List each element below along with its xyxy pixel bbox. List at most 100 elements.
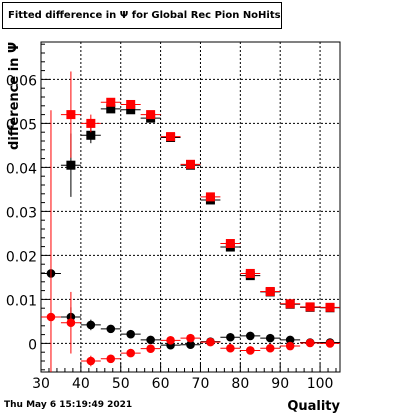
x-tick-label: 60 <box>152 376 170 392</box>
x-tick-label: 90 <box>271 376 289 392</box>
data-point-circle <box>80 319 101 331</box>
marker-circle <box>146 335 155 345</box>
marker-circle <box>305 338 315 348</box>
x-tick-label: 80 <box>231 376 249 392</box>
chart-title-text: Fitted difference in Ψ for Global Rec Pi… <box>8 10 281 21</box>
y-tick-label: 0.06 <box>6 73 37 89</box>
marker-square <box>146 110 156 120</box>
y-tick-label: 0.02 <box>6 249 37 265</box>
marker-square <box>106 104 116 114</box>
data-point-circle <box>140 335 161 345</box>
data-point-circle <box>260 333 281 343</box>
data-point-square <box>220 239 241 249</box>
marker-square <box>285 299 295 309</box>
data-point-circle <box>80 355 101 367</box>
data-point-square <box>180 159 201 169</box>
marker-square <box>265 286 275 296</box>
data-point-square <box>300 302 321 312</box>
plot-frame <box>40 41 341 373</box>
tick-labels: 30 40 50 60 70 80 90 100 0 0.01 0.02 0.03 0.04 0.05 0.… <box>6 73 334 392</box>
data-point-circle <box>140 344 161 353</box>
data-point-circle <box>200 337 221 347</box>
marker-square <box>325 302 335 312</box>
data-point-circle <box>160 336 181 345</box>
y-tick-label: 0.01 <box>6 293 37 309</box>
y-axis-label: difference in Ψ <box>7 42 22 150</box>
marker-square <box>66 160 76 170</box>
series-1 <box>60 71 340 312</box>
marker-circle <box>86 356 96 366</box>
marker-circle <box>146 344 155 353</box>
data-point-square <box>100 97 121 107</box>
data-point-circle <box>280 335 301 345</box>
data-point-circle <box>300 338 321 348</box>
data-point-circle <box>180 333 201 343</box>
marker-square <box>106 97 116 107</box>
data-point-square <box>80 114 101 133</box>
timestamp: Thu May 6 15:19:49 2021 <box>4 400 133 410</box>
data-point-circle <box>180 340 201 350</box>
marker-circle <box>226 343 235 353</box>
marker-circle <box>285 335 295 345</box>
data-point-circle <box>220 332 241 342</box>
marker-square <box>186 159 195 169</box>
data-point-circle <box>100 324 121 334</box>
marker-circle <box>186 333 195 343</box>
marker-square <box>225 239 235 249</box>
y-tick-label: 0.03 <box>6 205 37 221</box>
data-point-circle <box>120 348 141 358</box>
y-tick-label: 0.05 <box>6 117 37 133</box>
data-point-square <box>160 132 181 142</box>
marker-circle <box>265 343 275 353</box>
data-point-circle <box>260 343 281 353</box>
data-point-square <box>100 104 121 114</box>
chart-title: Fitted difference in Ψ for Global Rec Pi… <box>2 2 282 29</box>
marker-circle <box>206 337 215 347</box>
x-tick-label: 100 <box>307 376 334 392</box>
marker-square <box>166 132 176 142</box>
marker-square <box>205 192 215 202</box>
data-point-circle <box>41 110 61 372</box>
data-point-square <box>240 268 261 278</box>
y-tick-label: 0 <box>28 337 37 353</box>
marker-circle <box>106 324 116 334</box>
data-point-square <box>200 192 221 202</box>
data-point-square <box>320 302 340 312</box>
marker-circle <box>325 339 335 348</box>
data-point-square <box>60 71 81 158</box>
marker-circle <box>246 346 255 355</box>
data-point-square <box>120 99 141 109</box>
marker-circle <box>46 312 56 322</box>
x-tick-label: 40 <box>72 376 90 392</box>
y-tick-label: 0.04 <box>6 161 37 177</box>
x-tick-label: 50 <box>112 376 130 392</box>
marker-square <box>245 268 255 278</box>
marker-circle <box>186 340 195 350</box>
data-point-circle <box>320 339 340 348</box>
marker-circle <box>106 354 116 364</box>
x-tick-label: 70 <box>192 376 210 392</box>
marker-circle <box>265 333 275 343</box>
data-series <box>41 71 340 372</box>
marker-circle <box>285 341 295 351</box>
data-point-circle <box>220 343 241 353</box>
marker-circle <box>166 336 175 345</box>
data-point-square <box>140 110 161 120</box>
marker-circle <box>126 348 135 358</box>
axis-ticks <box>40 43 337 372</box>
marker-square <box>86 118 96 128</box>
data-point-square <box>260 286 281 296</box>
marker-square <box>126 99 136 109</box>
data-point-circle <box>120 329 141 339</box>
marker-square <box>305 302 315 312</box>
x-axis-label: Quality <box>287 399 340 414</box>
series-3 <box>41 110 340 372</box>
marker-circle <box>226 332 235 342</box>
data-point-circle <box>240 331 261 341</box>
marker-circle <box>126 329 135 339</box>
marker-square <box>66 110 76 120</box>
x-tick-label: 30 <box>32 376 50 392</box>
data-point-circle <box>240 346 261 355</box>
marker-square <box>86 130 96 140</box>
